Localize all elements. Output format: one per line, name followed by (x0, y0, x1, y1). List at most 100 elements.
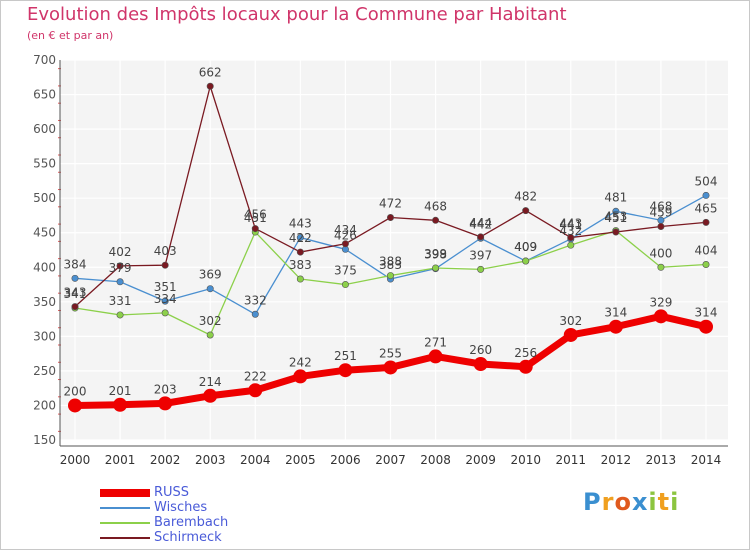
data-label: 379 (109, 261, 132, 275)
logo-letter: i (648, 488, 658, 516)
data-point (206, 285, 214, 293)
data-label: 388 (379, 255, 402, 269)
data-point (428, 349, 443, 364)
data-label: 341 (64, 287, 87, 301)
x-tick-label: 2008 (420, 453, 451, 467)
data-label: 256 (514, 346, 537, 360)
data-point (432, 264, 440, 272)
data-point (653, 309, 668, 324)
data-label: 200 (64, 384, 87, 398)
data-point (563, 327, 578, 342)
data-point (567, 241, 575, 249)
data-label: 201 (109, 384, 132, 398)
data-point (206, 331, 214, 339)
data-label: 468 (424, 199, 447, 213)
data-label: 384 (64, 257, 87, 271)
data-label: 504 (695, 174, 718, 188)
logo-letter: t (657, 488, 671, 516)
data-label: 375 (334, 264, 357, 278)
data-point (567, 234, 575, 242)
data-label: 441 (559, 218, 582, 232)
x-tick-label: 2009 (465, 453, 496, 467)
data-label: 383 (289, 258, 312, 272)
data-point (248, 383, 263, 398)
legend-item-schirmeck: Schirmeck (100, 530, 228, 545)
data-label: 399 (424, 247, 447, 261)
data-label: 442 (469, 217, 492, 231)
data-label: 444 (469, 216, 492, 230)
logo-letter: P (583, 488, 602, 516)
data-label: 214 (199, 375, 222, 389)
data-point (702, 261, 710, 269)
proxiti-logo: Proxiti (583, 488, 679, 516)
data-point (161, 309, 169, 317)
logo-letter: x (631, 488, 649, 516)
data-point (612, 228, 620, 236)
data-label: 222 (244, 369, 267, 383)
y-tick-label: 450 (33, 226, 56, 240)
data-label: 432 (559, 224, 582, 238)
data-label: 332 (244, 293, 267, 307)
data-point (113, 397, 128, 412)
data-label: 443 (559, 217, 582, 231)
logo-letter: r (601, 488, 615, 516)
data-label: 334 (154, 292, 177, 306)
data-point (612, 207, 620, 215)
data-point (71, 274, 79, 282)
data-label: 351 (154, 280, 177, 294)
data-label: 383 (379, 258, 402, 272)
data-label: 468 (649, 199, 672, 213)
x-tick-label: 2013 (646, 453, 677, 467)
data-label: 481 (604, 190, 627, 204)
x-tick-label: 2002 (150, 453, 181, 467)
data-label: 260 (469, 343, 492, 357)
data-point (702, 191, 710, 199)
data-point (657, 263, 665, 271)
data-label: 329 (649, 295, 672, 309)
data-label: 271 (424, 335, 447, 349)
data-label: 400 (649, 246, 672, 260)
data-label: 409 (514, 240, 537, 254)
legend-label: Schirmeck (154, 530, 222, 545)
data-label: 482 (514, 190, 537, 204)
data-point (116, 311, 124, 319)
data-point (203, 388, 218, 403)
data-label: 422 (289, 231, 312, 245)
y-tick-label: 300 (33, 329, 56, 343)
legend-item-russ: RUSS (100, 485, 228, 500)
x-tick-label: 2000 (60, 453, 91, 467)
data-point (702, 218, 710, 226)
data-label: 459 (649, 206, 672, 220)
y-tick-label: 400 (33, 260, 56, 274)
x-tick-label: 2004 (240, 453, 271, 467)
data-label: 409 (514, 240, 537, 254)
data-point (522, 257, 530, 265)
x-tick-label: 2010 (510, 453, 541, 467)
legend-label: Wisches (154, 500, 208, 515)
data-point (473, 357, 488, 371)
data-label: 472 (379, 197, 402, 211)
data-label: 251 (334, 349, 357, 363)
y-tick-label: 150 (33, 433, 56, 447)
data-label: 302 (199, 314, 222, 328)
data-point (206, 82, 214, 90)
data-point (386, 272, 394, 280)
data-label: 451 (244, 211, 267, 225)
series-schirmeck (71, 82, 710, 311)
chart-title: Evolution des Impôts locaux pour la Comm… (27, 4, 567, 25)
data-point (161, 261, 169, 269)
legend-swatch (100, 506, 150, 509)
data-label: 398 (424, 248, 447, 262)
data-label: 426 (334, 228, 357, 242)
y-tick-label: 600 (33, 122, 56, 136)
data-label: 331 (109, 294, 132, 308)
data-point (383, 360, 398, 375)
logo-letter: i (670, 488, 680, 516)
plot-area (60, 60, 728, 440)
data-label: 443 (289, 217, 312, 231)
logo-letter: o (614, 488, 632, 516)
data-point (518, 359, 533, 374)
data-point (116, 278, 124, 286)
